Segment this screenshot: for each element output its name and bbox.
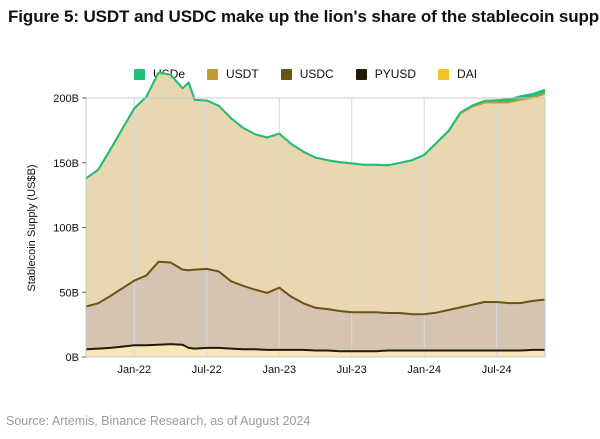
series-line-pyusd [85, 343, 545, 353]
legend-swatch-usdt [207, 68, 219, 80]
legend-swatch-usde [134, 68, 145, 80]
legend-item-usdt[interactable]: USDT [207, 67, 259, 81]
legend-item-usdc[interactable]: USDC [280, 67, 334, 81]
legend-item-dai[interactable]: DAI [438, 67, 477, 81]
y-tick-label: 50B [59, 287, 79, 299]
source-note: Source: Artemis, Binance Research, as of… [6, 414, 311, 428]
y-tick-label: 150B [53, 158, 79, 170]
legend-label-dai: DAI [457, 67, 478, 81]
usdt-area [86, 72, 545, 315]
series-line-usdc [85, 260, 546, 316]
x-tick-label: Jul-23 [337, 364, 367, 376]
y-tick-label: 100B [53, 223, 79, 235]
legend-swatch-pyusd [355, 68, 367, 80]
x-tick-label: Jan-22 [117, 364, 151, 376]
y-tick-label: 200B [53, 93, 79, 105]
x-tick-label: Jul-22 [192, 364, 222, 376]
y-tick-label: 0B [66, 352, 79, 364]
series-line-usde [85, 71, 546, 180]
y-axis-title: Stablecoin Supply (US$B) [26, 164, 38, 291]
x-tick-label: Jan-23 [262, 364, 296, 376]
legend-swatch-usdc [280, 68, 292, 80]
usdc-area [86, 261, 545, 352]
x-tick-label: Jan-24 [407, 364, 441, 376]
legend-label-usdc: USDC [299, 67, 334, 81]
legend-swatch-dai [438, 68, 450, 80]
legend-label-pyusd: PYUSD [374, 67, 417, 81]
x-tick-label: Jul-24 [482, 364, 512, 376]
chart-title: Figure 5: USDT and USDC make up the lion… [8, 7, 600, 26]
legend-label-usdt: USDT [226, 67, 259, 81]
legend-item-pyusd[interactable]: PYUSD [355, 67, 417, 81]
